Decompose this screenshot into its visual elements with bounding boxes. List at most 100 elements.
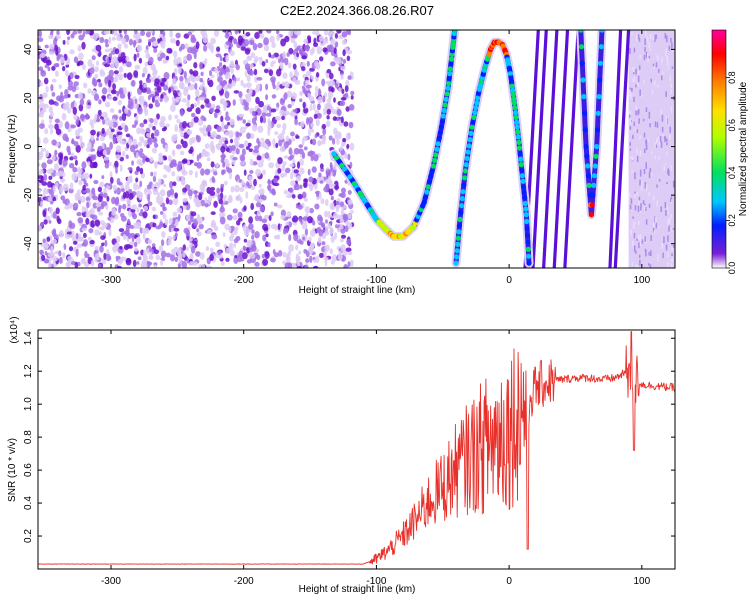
curve-amplitude-blob: [424, 189, 430, 195]
noise-speckle: [145, 78, 152, 84]
noise-speckle: [239, 126, 246, 134]
noise-speckle: [136, 159, 143, 165]
curve-amplitude-blob: [525, 239, 531, 245]
noise-speckle: [136, 261, 140, 265]
haze-speck: [639, 179, 641, 186]
haze-speck: [639, 169, 642, 177]
spectrogram-marks: [38, 30, 675, 268]
noise-speckle: [205, 102, 211, 108]
noise-speckle: [298, 48, 304, 55]
noise-speckle: [332, 116, 337, 121]
haze-speck: [668, 198, 671, 201]
noise-speckle: [235, 131, 240, 138]
noise-speckle: [258, 100, 264, 108]
noise-speckle: [114, 242, 120, 248]
noise-speckle: [328, 188, 334, 196]
noise-speckle: [38, 66, 44, 72]
noise-speckle: [199, 96, 206, 101]
curve-amplitude-blob: [462, 175, 468, 181]
noise-speckle: [340, 238, 344, 243]
haze-speck: [632, 66, 635, 73]
noise-speckle: [347, 213, 352, 220]
noise-speckle: [275, 142, 279, 148]
noise-speckle: [74, 261, 79, 268]
noise-speckle: [98, 211, 104, 216]
noise-speckle: [245, 146, 250, 150]
haze-speck: [657, 55, 659, 61]
curve-amplitude-blob: [516, 145, 523, 151]
noise-speckle: [116, 265, 122, 268]
noise-speckle: [254, 261, 260, 267]
noise-speckle: [211, 234, 218, 240]
noise-speckle: [140, 261, 145, 268]
noise-speckle: [186, 246, 189, 252]
noise-speckle: [153, 171, 157, 177]
noise-speckle: [116, 178, 121, 185]
noise-speckle: [63, 243, 67, 250]
noise-speckle: [136, 191, 140, 196]
noise-speckle: [261, 218, 268, 224]
haze-speck: [670, 196, 673, 200]
noise-speckle: [140, 208, 144, 214]
noise-speckle: [120, 188, 125, 193]
noise-speckle: [340, 208, 345, 216]
noise-speckle: [253, 195, 259, 202]
noise-speckle: [307, 128, 312, 137]
noise-speckle: [87, 161, 91, 166]
haze-speck: [651, 172, 653, 176]
noise-speckle: [81, 242, 86, 247]
noise-speckle: [344, 225, 349, 233]
noise-speckle: [317, 103, 321, 111]
noise-speckle: [76, 172, 83, 179]
noise-speckle: [104, 63, 111, 68]
noise-speckle: [325, 72, 330, 79]
noise-speckle: [284, 57, 289, 66]
noise-speckle: [280, 215, 286, 220]
haze-speck: [636, 34, 638, 41]
noise-speckle: [229, 235, 234, 242]
noise-speckle: [250, 253, 256, 259]
noise-speckle: [119, 245, 123, 250]
noise-speckle: [336, 30, 342, 34]
curve-amplitude-blob: [469, 124, 475, 130]
noise-speckle: [220, 115, 224, 123]
noise-speckle: [299, 184, 303, 190]
noise-speckle: [323, 37, 329, 44]
noise-speckle: [223, 104, 227, 112]
haze-speck: [635, 110, 637, 116]
noise-speckle: [258, 183, 262, 188]
noise-speckle: [210, 161, 215, 168]
noise-speckle: [227, 121, 230, 126]
curve-amplitude-blob: [598, 44, 604, 50]
noise-speckle: [41, 162, 47, 170]
noise-speckle: [173, 68, 178, 76]
diagonal-line: [531, 30, 548, 268]
haze-speck: [634, 191, 636, 198]
haze-speck: [654, 121, 657, 128]
noise-speckle: [98, 226, 105, 231]
noise-speckle: [260, 137, 264, 142]
noise-speckle: [325, 120, 331, 128]
noise-speckle: [173, 50, 178, 59]
haze-speck: [650, 250, 652, 256]
noise-speckle: [178, 46, 183, 52]
haze-speck: [671, 227, 673, 232]
noise-speckle: [143, 83, 148, 88]
noise-speckle: [343, 264, 349, 268]
noise-speckle: [106, 185, 110, 190]
noise-speckle: [254, 56, 259, 63]
noise-speckle: [83, 82, 88, 89]
x-tick-label: -100: [366, 576, 386, 587]
curve-amplitude-blob: [442, 102, 448, 108]
noise-speckle: [97, 195, 103, 202]
haze-speck: [654, 155, 656, 160]
noise-speckle: [249, 169, 254, 174]
noise-speckle: [225, 161, 231, 167]
noise-speckle: [293, 169, 299, 174]
noise-speckle: [51, 78, 57, 83]
y-tick-label: 1.2: [23, 364, 34, 378]
noise-speckle: [193, 61, 198, 69]
